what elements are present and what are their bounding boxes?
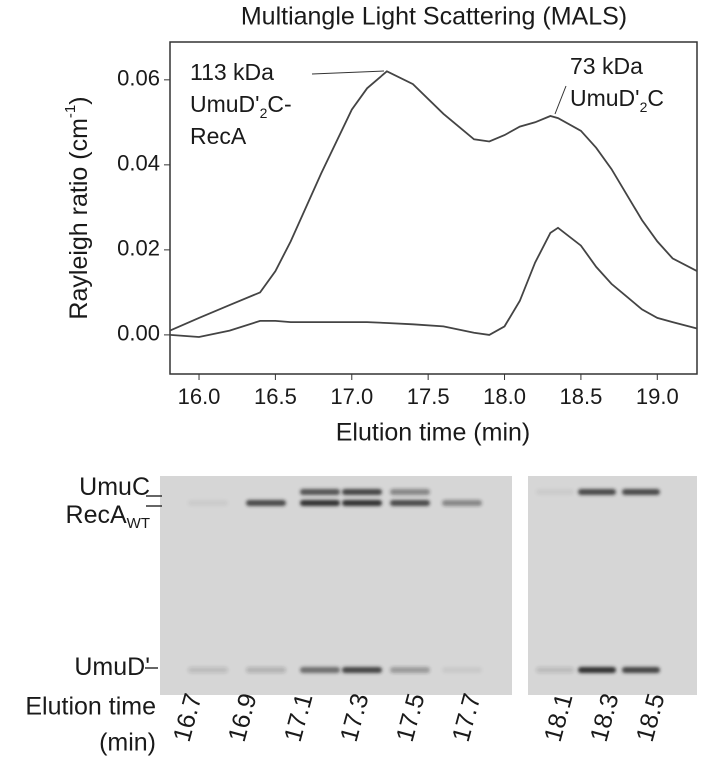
gel-band <box>390 500 430 506</box>
gel-band <box>342 489 382 495</box>
band-label-part: WT <box>127 515 150 532</box>
annotation: UmuD'2C <box>570 85 664 115</box>
annotation-leader <box>311 70 385 75</box>
y-axis-label: Rayleigh ratio (cm-1) <box>62 96 92 319</box>
gel-band <box>536 489 574 495</box>
band-label-part: RecA <box>66 501 127 529</box>
lane-label: 16.7 <box>168 691 208 745</box>
annotation: RecA <box>190 123 247 149</box>
gel-right <box>528 476 697 695</box>
gel-band <box>188 500 228 506</box>
lane-label: 17.1 <box>279 691 319 745</box>
gel-band <box>390 489 430 495</box>
x-tick-label: 16.0 <box>178 384 221 409</box>
gel-band <box>188 667 228 673</box>
band-label: RecAWT <box>66 501 150 533</box>
gel-left <box>160 476 512 695</box>
annotation-part: 2 <box>640 99 648 115</box>
band-label-part: UmuC <box>79 473 150 501</box>
gel-axis-label: Elution time <box>25 693 156 721</box>
annotation-part: C <box>647 85 664 111</box>
lane-label: 18.3 <box>585 691 625 745</box>
annotation-leader <box>554 85 567 115</box>
lane-label: 17.7 <box>447 691 487 745</box>
gel-band <box>578 489 616 495</box>
annotation-part: RecA <box>190 123 247 149</box>
x-tick-label: 18.5 <box>559 384 602 409</box>
band-label-part: UmuD' <box>74 653 150 681</box>
x-tick-label: 17.0 <box>330 384 373 409</box>
lane-label: 17.3 <box>335 691 375 745</box>
annotation-part: UmuD' <box>190 91 260 117</box>
gel-band <box>442 500 482 506</box>
x-tick-label: 17.5 <box>407 384 450 409</box>
lane-label: 16.9 <box>223 691 263 745</box>
x-tick-label: 19.0 <box>636 384 679 409</box>
annotation: 73 kDa <box>570 53 643 79</box>
gel-band <box>342 667 382 673</box>
gel-band <box>300 667 340 673</box>
y-tick-label: 0.04 <box>117 151 160 176</box>
line <box>169 226 698 338</box>
y-tick-label: 0.06 <box>117 66 160 91</box>
gel-band <box>578 667 616 673</box>
band-label: UmuD' <box>74 653 150 681</box>
annotation-part: 73 kDa <box>570 53 643 79</box>
annotation-part: C- <box>267 91 291 117</box>
gel-band <box>442 667 482 673</box>
annotation-part: UmuD' <box>570 85 640 111</box>
line <box>169 70 698 332</box>
y-axis-label-part: Rayleigh ratio (cm <box>65 118 93 319</box>
gel-band <box>300 489 340 495</box>
x-tick-label: 18.0 <box>483 384 526 409</box>
lane-label: 18.5 <box>631 691 671 745</box>
gel-band <box>246 500 286 506</box>
plot-frame <box>169 41 698 375</box>
y-axis-label-part: ) <box>65 96 93 104</box>
x-tick-label: 16.5 <box>254 384 297 409</box>
gel-band <box>390 667 430 673</box>
y-tick-label: 0.02 <box>117 236 160 261</box>
gel-band <box>300 500 340 506</box>
chart-title: Multiangle Light Scattering (MALS) <box>241 3 627 31</box>
annotation: 113 kDa <box>190 59 274 85</box>
gel-band <box>536 667 574 673</box>
annotation-part: 113 kDa <box>190 59 274 85</box>
y-tick-label: 0.00 <box>117 321 160 346</box>
band-label: UmuC <box>79 473 150 501</box>
lane-label: 18.1 <box>539 691 579 745</box>
gel-band <box>246 667 286 673</box>
annotation: UmuD'2C- <box>190 91 292 121</box>
annotation-part: 2 <box>260 105 268 121</box>
gel-axis-label: (min) <box>99 729 156 757</box>
gel-band <box>622 489 660 495</box>
lane-label: 17.5 <box>391 691 431 745</box>
gel-band <box>622 667 660 673</box>
y-axis-label-part: -1 <box>62 105 79 118</box>
gel-band <box>342 500 382 506</box>
x-axis-label: Elution time (min) <box>336 419 531 447</box>
